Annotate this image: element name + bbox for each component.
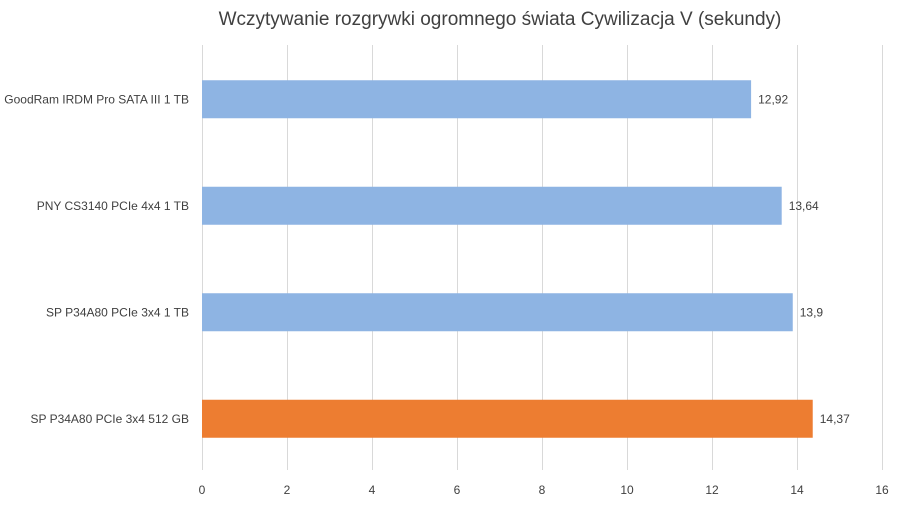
x-tick-label: 2 bbox=[284, 483, 291, 497]
data-label: 13,64 bbox=[789, 199, 819, 213]
bar bbox=[202, 293, 793, 332]
value-labels: 12,92 13,64 13,9 14,37 bbox=[758, 92, 850, 426]
x-tick-label: 10 bbox=[620, 483, 634, 497]
bar bbox=[202, 186, 782, 225]
bar bbox=[202, 399, 813, 438]
category-label: PNY CS3140 PCIe 4x4 1 TB bbox=[37, 199, 189, 213]
x-tick-label: 12 bbox=[705, 483, 719, 497]
chart-title: Wczytywanie rozgrywki ogromnego świata C… bbox=[219, 9, 782, 30]
data-label: 12,92 bbox=[758, 92, 788, 106]
x-axis-ticks: 0 2 4 6 8 10 12 14 16 bbox=[199, 483, 889, 497]
x-tick-label: 0 bbox=[199, 483, 206, 497]
x-tick-label: 8 bbox=[539, 483, 546, 497]
category-labels: GoodRam IRDM Pro SATA III 1 TB PNY CS3140… bbox=[4, 92, 189, 426]
category-label: SP P34A80 PCIe 3x4 512 GB bbox=[30, 412, 189, 426]
bars bbox=[202, 80, 813, 438]
category-label: GoodRam IRDM Pro SATA III 1 TB bbox=[4, 92, 189, 106]
x-tick-label: 14 bbox=[790, 483, 804, 497]
x-tick-label: 16 bbox=[875, 483, 889, 497]
x-tick-label: 6 bbox=[454, 483, 461, 497]
x-tick-label: 4 bbox=[369, 483, 376, 497]
data-label: 13,9 bbox=[800, 305, 824, 319]
bar bbox=[202, 80, 752, 119]
category-label: SP P34A80 PCIe 3x4 1 TB bbox=[46, 305, 189, 319]
data-label: 14,37 bbox=[820, 412, 850, 426]
